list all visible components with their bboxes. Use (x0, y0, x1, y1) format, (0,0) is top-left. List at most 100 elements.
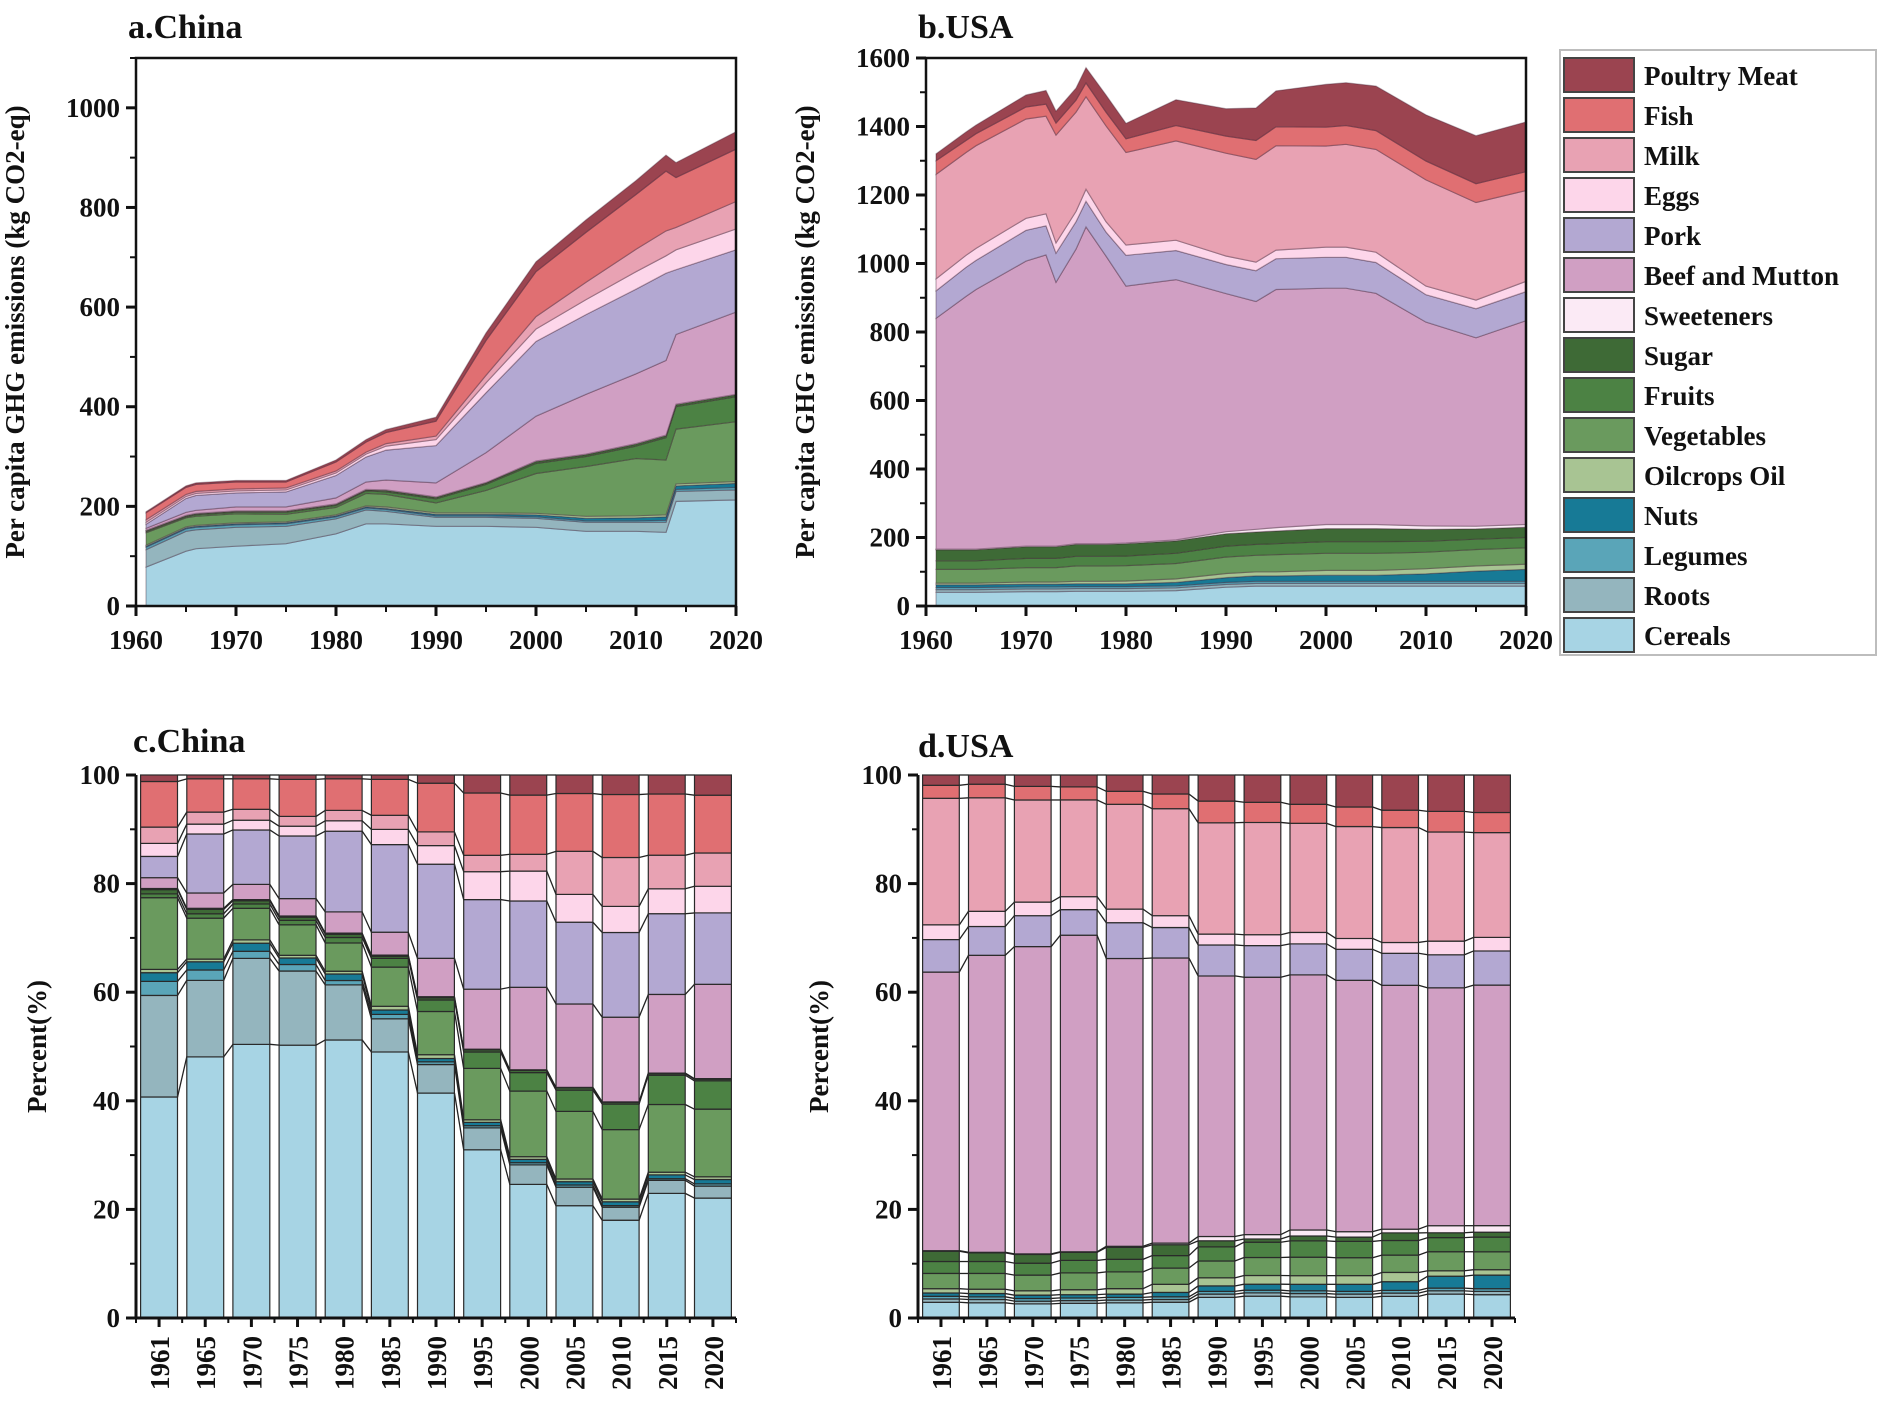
bar-segment-sugar (1289, 1235, 1328, 1242)
bar-segment-pork (463, 898, 502, 990)
bar-segment-fruits (1381, 1239, 1420, 1256)
connector-line (959, 797, 969, 799)
bar-2020 (693, 774, 733, 1319)
legend-swatch (1563, 57, 1635, 93)
bar-segment-sugar (1059, 1251, 1098, 1262)
panel-a-china-area: a.China 1960 1970 1980 1990 2000 2010 2020 0 200… (0, 9, 763, 655)
bar-segment-fish (463, 792, 502, 856)
x-tick-label: 1975 (1065, 1336, 1095, 1390)
bar-segment-oilcrops-oil (1197, 1277, 1236, 1287)
connector-line (361, 911, 372, 933)
y-tick-label: 1200 (856, 180, 910, 210)
bar-segment-fruits (693, 1080, 733, 1110)
connector-line (684, 983, 695, 995)
legend-item-sugar: Sugar (1563, 337, 1713, 373)
bar-segment-pork (140, 855, 179, 879)
panel-a-series (145, 130, 737, 607)
connector-line (546, 870, 557, 895)
connector-line (177, 778, 187, 783)
connector-line (361, 830, 372, 846)
connector-line (1464, 1293, 1474, 1296)
connector-line (1280, 821, 1291, 824)
bar-segment-beef-and-mutton (1289, 974, 1328, 1231)
bar-2010 (601, 774, 640, 1319)
bar-segment-vegetables (601, 1128, 640, 1200)
bar-segment-fruits (555, 1089, 594, 1112)
legend-label: Sweeteners (1644, 301, 1773, 331)
connector-line (1326, 1229, 1337, 1233)
connector-line (500, 1068, 511, 1092)
connector-line (546, 1164, 557, 1188)
bar-segment-beef-and-mutton (921, 971, 960, 1252)
bar-segment-fish (278, 778, 317, 818)
x-tick-label: 1985 (376, 1336, 406, 1390)
connector-line (1234, 975, 1245, 978)
connector-line (1005, 1288, 1015, 1292)
connector-line (1004, 946, 1015, 956)
bar-segment-cereals (1381, 1295, 1420, 1319)
bar-segment-beef-and-mutton (232, 883, 271, 901)
bar-segment-beef-and-mutton (370, 931, 409, 956)
connector-line (177, 958, 188, 970)
bar-segment-beef-and-mutton (693, 983, 733, 1080)
connector-line (1234, 1233, 1245, 1238)
bar-segment-beef-and-mutton (555, 1003, 594, 1089)
bar-segment-milk (140, 826, 179, 844)
connector-line (638, 1178, 649, 1206)
panel-d-usa-percent: d.USA 1961 1965 1970 1975 1980 1985 1990 1995 20… (804, 728, 1516, 1390)
connector-line (1234, 1295, 1245, 1299)
bar-segment-vegetables (1243, 1256, 1282, 1277)
bar-segment-fruits (324, 936, 363, 944)
x-tick-label: 2000 (1299, 625, 1353, 655)
connector-line (1418, 952, 1428, 956)
panel-c-series (140, 774, 733, 1319)
bar-segment-poultry-meat (1243, 774, 1282, 803)
bar-segment-eggs (921, 924, 960, 941)
legend-item-poultry-meat: Poultry Meat (1563, 57, 1798, 93)
bar-segment-fruits (921, 1260, 960, 1274)
bar-segment-poultry-meat (186, 774, 225, 780)
bar-segment-oilcrops-oil (921, 1288, 960, 1294)
connector-line (1234, 800, 1245, 803)
connector-line (1096, 786, 1107, 792)
connector-line (1418, 1225, 1428, 1230)
connector-line (684, 1171, 695, 1178)
legend-item-vegetables: Vegetables (1563, 417, 1766, 453)
connector-line (1280, 1235, 1291, 1240)
connector-line (177, 969, 188, 982)
bar-1970 (232, 774, 271, 1319)
connector-line (176, 897, 188, 919)
connector-line (223, 939, 234, 960)
bar-segment-nuts (140, 972, 179, 983)
connector-line (453, 1092, 465, 1150)
bar-segment-fruits (967, 1260, 1006, 1274)
connector-line (1050, 896, 1061, 903)
legend-label: Roots (1644, 581, 1710, 611)
connector-line (1005, 797, 1015, 801)
connector-line (1188, 927, 1199, 946)
connector-line (362, 778, 372, 781)
connector-line (638, 1174, 649, 1203)
bar-segment-fish (1243, 801, 1282, 824)
bar-segment-nuts (1289, 1283, 1328, 1292)
y-tick-label: 1000 (66, 93, 120, 123)
bar-segment-eggs (1473, 936, 1511, 952)
bar-segment-fruits (509, 1071, 548, 1092)
bar-segment-fish (921, 784, 960, 799)
legend-item-eggs: Eggs (1563, 177, 1700, 213)
connector-line (361, 809, 372, 816)
bar-segment-eggs (1289, 931, 1328, 945)
bar-segment-beef-and-mutton (140, 876, 179, 890)
connector-line (685, 885, 695, 890)
x-tick-label: 1970 (209, 625, 263, 655)
connector-line (1142, 803, 1153, 810)
bar-segment-roots (140, 994, 179, 1098)
bar-segment-vegetables (1197, 1260, 1236, 1279)
y-tick-label: 80 (875, 869, 902, 899)
connector-line (315, 778, 326, 781)
connector-line (1326, 1240, 1336, 1243)
bar-segment-pork (555, 921, 594, 1005)
connector-line (1372, 1232, 1383, 1238)
bar-segment-fruits (186, 913, 225, 919)
bar-segment-vegetables (1013, 1274, 1052, 1292)
